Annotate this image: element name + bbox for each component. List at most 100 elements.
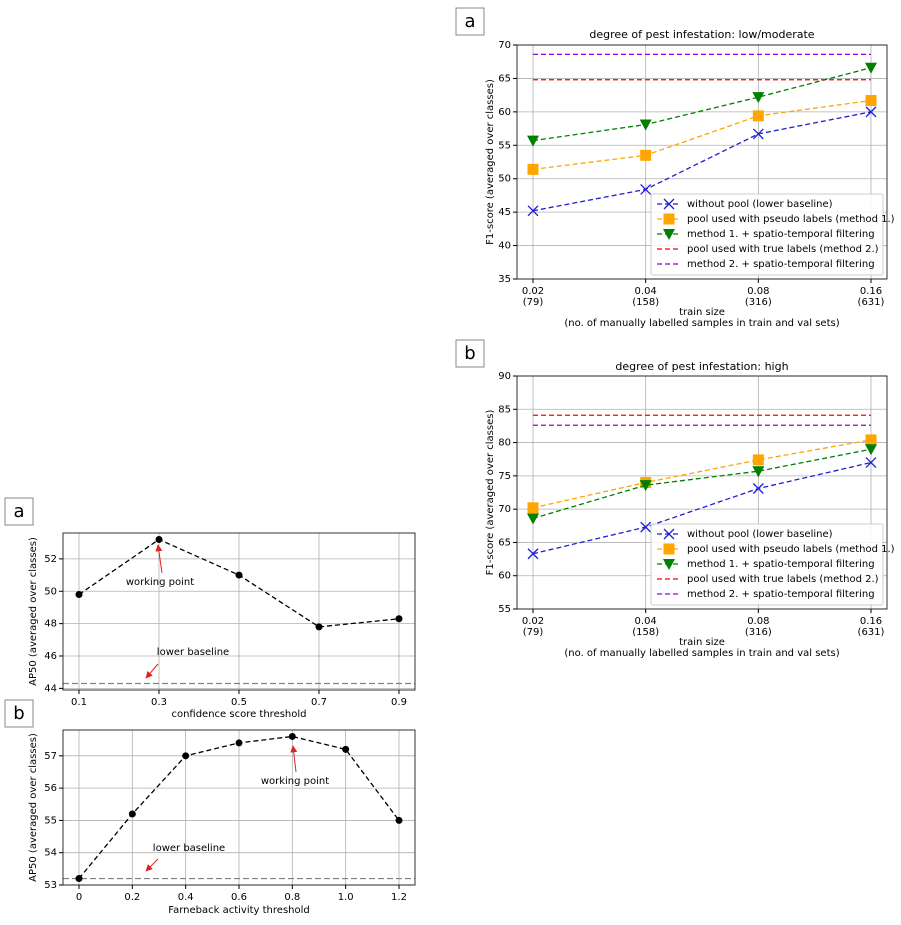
marker-square [527, 163, 539, 175]
y-tick-label: 55 [498, 604, 511, 615]
x-axis-note: (no. of manually labelled samples in tra… [564, 318, 839, 329]
marker-x [865, 106, 877, 118]
legend-label: pool used with true labels (method 2.) [687, 574, 879, 585]
x-tick-sublabel: (316) [745, 627, 772, 638]
plot-frame [516, 44, 888, 280]
y-tick-label: 44 [44, 683, 57, 694]
x-tick-label: 0.7 [311, 697, 327, 708]
legend-label: method 1. + spatio-temporal filtering [687, 229, 875, 240]
marker-square [663, 213, 675, 225]
annotation-arrow [145, 663, 159, 679]
x-tick-label: 0.02 [522, 286, 544, 297]
annotation: lower baseline [157, 647, 229, 658]
marker-triangle [527, 135, 539, 147]
series-line [532, 67, 872, 142]
x-axis-label: train size [679, 637, 725, 648]
y-tick-label: 55 [498, 140, 511, 151]
chart-title: degree of pest infestation: low/moderate [589, 28, 814, 41]
panel-label: a [13, 501, 24, 522]
x-tick-sublabel: (158) [632, 627, 659, 638]
legend-label: method 2. + spatio-temporal filtering [687, 259, 875, 270]
x-tick-label: 0.5 [231, 697, 247, 708]
marker-x [527, 548, 539, 560]
x-tick-label: 0.04 [635, 286, 657, 297]
annotation-arrow [155, 544, 163, 574]
marker-x [865, 457, 877, 469]
series-line [532, 439, 872, 509]
marker-x [752, 128, 764, 140]
legend-box [650, 523, 884, 606]
x-axis-label: train size [679, 307, 725, 318]
panel-label: a [464, 11, 475, 32]
y-tick-label: 50 [498, 174, 511, 185]
marker-square [752, 110, 764, 122]
marker-dot [128, 810, 136, 818]
marker-dot [395, 615, 403, 623]
y-tick-label: 52 [44, 554, 57, 565]
y-tick-label: 35 [498, 274, 511, 285]
y-axis-label: F1-score (averaged over classes) [485, 410, 496, 576]
y-tick-label: 60 [498, 107, 511, 118]
marker-dot [395, 816, 403, 824]
series-line [532, 448, 872, 520]
x-tick-label: 0 [76, 892, 82, 903]
series-line [532, 111, 872, 212]
y-axis-label: AP50 (averaged over classes) [28, 537, 39, 686]
marker-square [527, 502, 539, 514]
marker-square [640, 149, 652, 161]
x-tick-label: 0.1 [71, 697, 87, 708]
marker-square [865, 434, 877, 446]
panel-label: b [13, 703, 24, 724]
y-tick-label: 85 [498, 404, 511, 415]
marker-triangle [752, 92, 765, 104]
chart: a 44 46 48 50 52 0.1 0.3 0.5 0.7 0.9 confidence sco… [4, 497, 416, 720]
marker-dot [155, 535, 163, 543]
x-tick-label: 0.02 [522, 616, 544, 627]
legend-label: pool used with true labels (method 2.) [687, 244, 879, 255]
y-tick-label: 65 [498, 73, 511, 84]
marker-triangle [865, 444, 877, 456]
marker-triangle [663, 559, 675, 570]
marker-dot [182, 752, 190, 760]
chart: a degree of pest infestation: low/moderat… [455, 7, 895, 329]
x-tick-label: 0.08 [747, 616, 769, 627]
y-tick-label: 55 [44, 815, 57, 826]
y-tick-label: 56 [44, 783, 57, 794]
legend-label: pool used with pseudo labels (method 1.) [687, 214, 895, 225]
annotation: lower baseline [153, 843, 225, 854]
annotation-arrow [290, 745, 298, 773]
marker-triangle [527, 513, 539, 525]
marker-x [752, 483, 764, 494]
x-tick-label: 0.6 [231, 892, 247, 903]
y-tick-label: 80 [498, 438, 511, 449]
marker-triangle [865, 62, 877, 74]
marker-dot [288, 732, 296, 740]
legend-label: without pool (lower baseline) [687, 199, 833, 210]
panel-label-box [455, 339, 485, 368]
marker-triangle [639, 480, 652, 492]
marker-x [640, 521, 652, 533]
panel-label: b [464, 343, 475, 364]
marker-x [640, 183, 652, 195]
y-tick-label: 90 [498, 371, 511, 382]
y-tick-label: 70 [498, 40, 511, 51]
y-tick-label: 60 [498, 571, 511, 582]
plot-frame [516, 375, 888, 610]
series-line [532, 99, 872, 170]
x-tick-label: 0.2 [124, 892, 140, 903]
marker-square [663, 543, 675, 555]
x-tick-sublabel: (79) [523, 627, 544, 638]
y-tick-label: 75 [498, 471, 511, 482]
x-tick-label: 0.08 [747, 286, 769, 297]
x-tick-label: 1.0 [338, 892, 354, 903]
marker-dot [315, 623, 323, 631]
marker-triangle [752, 466, 765, 478]
y-tick-label: 54 [44, 848, 57, 859]
x-tick-label: 0.9 [391, 697, 407, 708]
legend-label: method 1. + spatio-temporal filtering [687, 559, 875, 570]
marker-triangle [663, 229, 675, 240]
y-tick-label: 65 [498, 537, 511, 548]
x-tick-label: 0.8 [284, 892, 300, 903]
marker-dot [235, 739, 243, 747]
